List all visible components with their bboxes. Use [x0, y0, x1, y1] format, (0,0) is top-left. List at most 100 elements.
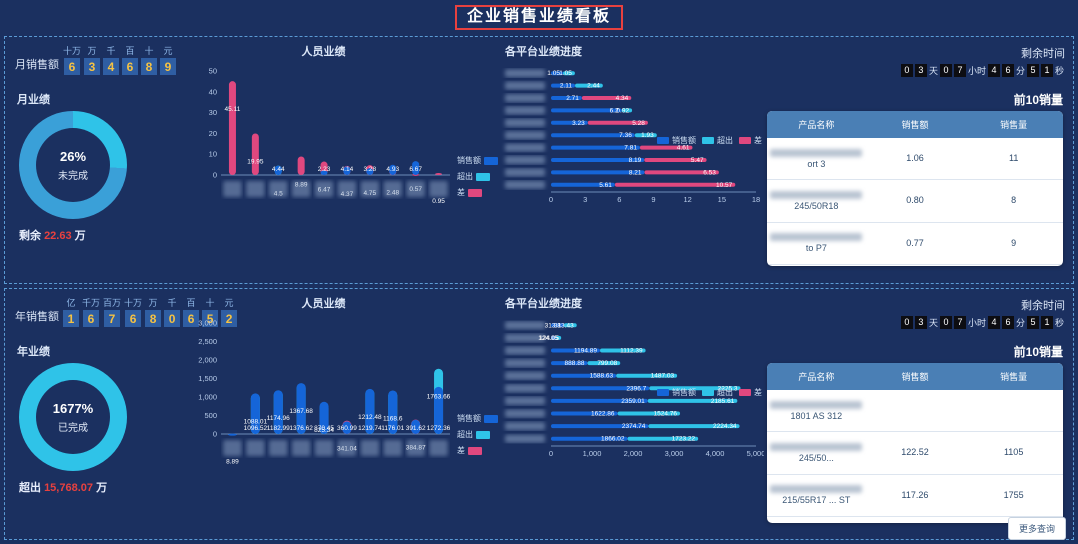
countdown-digit: 4: [987, 64, 1000, 77]
svg-text:1088.01: 1088.01: [244, 418, 268, 425]
svg-text:1487.03: 1487.03: [651, 373, 675, 380]
svg-text:19.95: 19.95: [247, 159, 264, 166]
legend-label: 差: [457, 446, 465, 455]
table-column-header: 产品名称: [767, 111, 866, 138]
sales-qty-cell: [964, 390, 1063, 433]
svg-text:6.67: 6.67: [409, 166, 422, 173]
svg-text:1219.74: 1219.74: [358, 425, 382, 432]
legend-swatch: [484, 414, 498, 423]
countdown-digit: 7: [953, 316, 966, 329]
table-row[interactable]: 215/55R17 ... ST 117.26 1755: [767, 474, 1063, 518]
legend-item[interactable]: 超出: [457, 171, 498, 182]
legend-label: 差: [754, 136, 762, 145]
odometer-unit: 万: [148, 298, 158, 308]
sales-amount-cell: 0.77: [865, 222, 965, 266]
legend-item[interactable]: 销售额: [657, 387, 696, 398]
sales-qty-cell: 1755: [964, 474, 1063, 518]
table-row[interactable]: ort 3 1.06 11: [767, 138, 1063, 181]
countdown-digit: 5: [1026, 316, 1039, 329]
svg-text:3.23: 3.23: [572, 120, 585, 127]
table-column-header: 销售量: [964, 363, 1063, 390]
legend-label: 销售额: [457, 156, 481, 165]
table-row[interactable]: 1801 AS 312: [767, 390, 1063, 433]
svg-text:2.71: 2.71: [566, 95, 579, 102]
svg-text:1,000: 1,000: [198, 393, 217, 402]
legend-item[interactable]: 超出: [702, 135, 733, 146]
odometer-unit: 十万: [124, 298, 143, 308]
countdown-digit: 0: [900, 316, 913, 329]
legend-label: 超出: [717, 388, 733, 397]
year-platform-legend: 销售额 超出 差: [657, 387, 762, 398]
page-title: 企业销售业绩看板: [454, 4, 623, 30]
table-row[interactable]: to P7 0.77 9: [767, 222, 1063, 266]
product-name-cell: to P7: [767, 222, 866, 266]
odometer-digit: 2: [221, 310, 238, 327]
svg-text:2,000: 2,000: [198, 356, 217, 365]
year-staff-chart-canvas: 0 500 1,000 1,500 2,000 2,500 3,000 8.89 1088.01…: [198, 319, 451, 466]
product-name-cell: ... P7: [767, 516, 866, 523]
svg-text:4.44: 4.44: [272, 166, 285, 173]
odometer-digit-cell: 千万 6: [82, 299, 100, 327]
legend-label: 销售额: [457, 414, 481, 423]
svg-text:1622.86: 1622.86: [591, 411, 615, 418]
month-donut-percent: 26%: [59, 148, 87, 164]
legend-swatch: [484, 156, 498, 165]
legend-swatch: [739, 389, 751, 396]
legend-swatch: [468, 188, 482, 197]
svg-text:2,500: 2,500: [198, 337, 217, 346]
year-top10-table[interactable]: 产品名称 销售额 销售量 1801 AS 312 245/50... 122.52 11…: [767, 363, 1063, 523]
legend-item[interactable]: 销售额: [457, 413, 498, 424]
svg-text:1112.39: 1112.39: [620, 348, 643, 355]
odometer-unit: 十: [144, 46, 154, 56]
product-name-cell: 1801 AS 312: [767, 390, 866, 433]
svg-text:124.05: 124.05: [538, 335, 558, 342]
svg-text:2374.74: 2374.74: [622, 423, 646, 430]
legend-item[interactable]: 超出: [702, 387, 733, 398]
svg-text:1866.02: 1866.02: [601, 436, 625, 443]
svg-text:1272.36: 1272.36: [427, 425, 451, 432]
month-staff-chart: 人员业绩 0 10 20 30 40 50 45.11 19.95 4.5 4.44 8.89 6.4…: [191, 43, 456, 218]
legend-item[interactable]: 超出: [457, 429, 498, 440]
legend-item[interactable]: 销售额: [657, 135, 696, 146]
svg-text:20: 20: [209, 129, 217, 138]
legend-item[interactable]: 差: [739, 135, 762, 146]
month-donut-center: 26% 未完成: [36, 128, 110, 202]
table-row[interactable]: 245/50... 122.52 1105: [767, 431, 1063, 475]
svg-text:1367.68: 1367.68: [289, 408, 313, 415]
legend-item[interactable]: 差: [457, 445, 498, 456]
svg-text:45.11: 45.11: [225, 106, 241, 113]
odometer-digit: 4: [103, 58, 120, 75]
svg-text:9: 9: [651, 195, 655, 204]
svg-text:3: 3: [583, 195, 587, 204]
svg-text:5,000: 5,000: [747, 449, 764, 458]
legend-item[interactable]: 差: [457, 187, 498, 198]
more-query-button[interactable]: 更多查询: [1007, 517, 1066, 540]
legend-item[interactable]: 销售额: [457, 155, 498, 166]
legend-swatch: [739, 137, 751, 144]
redacted-text: [770, 191, 863, 199]
year-odometer-label: 年销售额: [15, 311, 59, 323]
month-top10-table[interactable]: 产品名称 销售额 销售量 ort 3 1.06 11 245/50R18 0.80 8 to…: [767, 111, 1063, 266]
svg-text:1723.22: 1723.22: [672, 436, 696, 443]
legend-item[interactable]: 差: [739, 387, 762, 398]
svg-text:1524.76: 1524.76: [654, 411, 678, 418]
year-countdown-label: 剩余时间: [1021, 300, 1065, 312]
svg-text:0: 0: [213, 430, 217, 439]
svg-text:6.53: 6.53: [703, 169, 716, 176]
table-row[interactable]: 245/50R18 0.80 8: [767, 179, 1063, 223]
title-bar: 企业销售业绩看板: [0, 0, 1078, 34]
redacted-text: [770, 400, 863, 409]
odometer-unit: 千万: [82, 298, 101, 308]
year-performance-heading: 年业绩: [17, 346, 50, 358]
countdown-unit: 小时: [967, 318, 986, 328]
year-table-body: 1801 AS 312 245/50... 122.52 1105 215/55R1…: [767, 390, 1063, 523]
svg-text:7.81: 7.81: [624, 145, 637, 152]
svg-text:40: 40: [209, 87, 217, 96]
svg-text:1.93: 1.93: [641, 132, 654, 139]
svg-text:7.36: 7.36: [619, 132, 632, 139]
sales-amount-cell: [865, 390, 965, 433]
